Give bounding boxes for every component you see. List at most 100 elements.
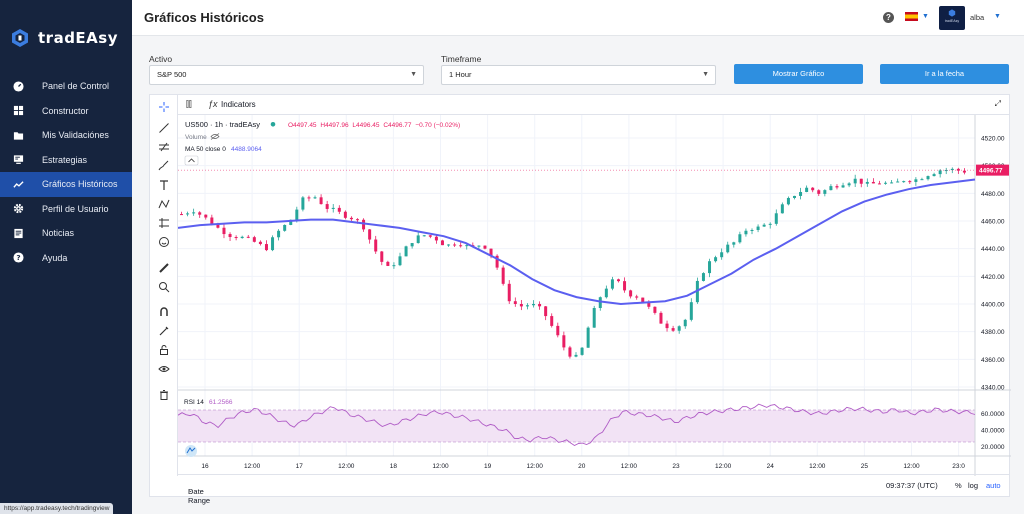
candle-body [222,227,226,235]
candle-body [325,204,329,209]
candle-body [295,209,299,220]
chevron-down-icon: ▼ [702,71,709,78]
candle-body [580,347,584,355]
activo-select[interactable]: S&P 500 ▼ [149,65,424,85]
collapse-legend-button[interactable] [184,155,199,166]
x-tick-label: 16 [201,463,209,470]
sidebar-item-constructor[interactable]: Constructor [0,99,132,124]
help-icon[interactable]: ? [883,12,894,23]
sidebar-item-ayuda[interactable]: ? Ayuda [0,246,132,271]
user-chevron-down-icon[interactable]: ▼ [994,13,1001,20]
log-toggle[interactable]: log [968,481,979,490]
candle-body [428,235,432,237]
avatar-logo-icon [948,9,956,17]
text-icon[interactable] [157,178,171,192]
indicators-button[interactable]: Indicators [221,100,256,109]
candle-body [829,186,833,191]
candle-body [271,237,275,251]
candle-body [489,248,493,256]
candle-body [896,181,900,183]
dashboard-icon [12,80,24,92]
chart-widget: ⫿⫿ ƒx Indicators ⤢ 4520.004500.004480.00… [149,94,1011,505]
sidebar-item-mis-validaciones[interactable]: Mis Validaciónes [0,123,132,148]
trash-icon[interactable] [157,388,171,402]
percent-toggle[interactable]: % [955,481,962,490]
sidebar: tradEAsy Panel de Control Constructor Mi… [0,0,132,514]
candle-body [665,323,669,329]
eye-off-icon[interactable] [210,133,220,140]
candle-body [568,347,572,357]
last-price-badge [976,164,1009,176]
candle-body [532,303,536,306]
magnet-icon[interactable] [157,305,171,319]
candle-body [799,191,803,196]
sidebar-item-label: Gráficos Históricos [42,179,118,190]
svg-text:?: ? [16,253,20,262]
brush-icon[interactable] [157,159,171,173]
show-chart-button[interactable]: Mostrar Gráfico [734,64,863,84]
clock-time: 09:37:37 (UTC) [886,481,938,490]
candle-body [386,261,390,266]
ma-line [178,178,976,306]
candle-body [750,229,754,231]
candle-body [726,244,730,253]
emoji-icon[interactable] [157,235,171,249]
crosshair-icon[interactable] [157,100,171,114]
avatar-text: tradEAsy [944,19,960,23]
candle-body [738,234,742,243]
brand-logo-icon [12,29,28,47]
candle-body [956,168,960,171]
fx-icon[interactable]: ƒx [208,99,218,109]
x-tick-label: 23 [672,463,680,470]
ruler-icon[interactable] [157,261,171,275]
x-tick-label: 12:00 [809,463,826,470]
candle-body [641,297,645,303]
candle-body [835,186,839,188]
candle-type-icon[interactable]: ⫿⫿ [186,99,192,109]
sidebar-item-label: Ayuda [42,252,68,263]
prediction-icon[interactable] [157,216,171,230]
candle-body [920,179,924,181]
top-header: Gráficos Históricos ? ▼ tradEAsy alba ▼ [132,0,1024,36]
sidebar-item-panel-de-control[interactable]: Panel de Control [0,74,132,99]
lock-drawing-icon[interactable] [157,324,171,338]
sidebar-item-perfil-de-usuario[interactable]: Perfil de Usuario [0,197,132,222]
spain-flag-icon[interactable] [905,12,918,21]
brand[interactable]: tradEAsy [10,28,118,48]
candle-body [586,327,590,348]
sidebar-item-noticias[interactable]: Noticias [0,221,132,246]
sidebar-item-label: Perfil de Usuario [42,203,109,214]
x-tick-label: 20 [578,463,586,470]
candle-body [841,185,845,188]
gear-icon [12,203,24,215]
activo-label: Activo [149,54,173,64]
candle-body [513,301,517,304]
chevron-down-icon: ▼ [410,71,417,78]
fullscreen-icon[interactable]: ⤢ [994,99,1001,108]
timeframe-select[interactable]: 1 Hour ▼ [441,65,716,85]
user-name[interactable]: alba [970,13,985,22]
sidebar-item-graficos-historicos[interactable]: Gráficos Históricos [0,172,132,197]
monitor-icon [12,154,24,166]
candle-body [774,213,778,224]
candle-body [410,243,414,247]
language-chevron-down-icon[interactable]: ▼ [922,13,929,20]
fib-icon[interactable] [157,140,171,154]
volume-label: Volume [185,134,207,141]
candle-body [368,229,372,240]
lock-icon[interactable] [157,343,171,357]
candle-body [786,197,790,205]
sidebar-item-estrategias[interactable]: Estrategias [0,148,132,173]
go-to-date-button[interactable]: Ir a la fecha [880,64,1009,84]
x-tick-label: 17 [296,463,304,470]
candle-body [186,213,190,215]
eye-icon[interactable] [157,362,171,376]
rsi-value: 61.2566 [209,399,233,406]
trend-line-icon[interactable] [157,121,171,135]
zoom-icon[interactable] [157,280,171,294]
candle-body [629,290,633,297]
avatar[interactable]: tradEAsy [939,6,965,30]
chart-plot[interactable]: 4520.004500.004480.004460.004440.004420.… [178,115,1011,476]
auto-toggle[interactable]: auto [986,481,1001,490]
pattern-icon[interactable] [157,197,171,211]
